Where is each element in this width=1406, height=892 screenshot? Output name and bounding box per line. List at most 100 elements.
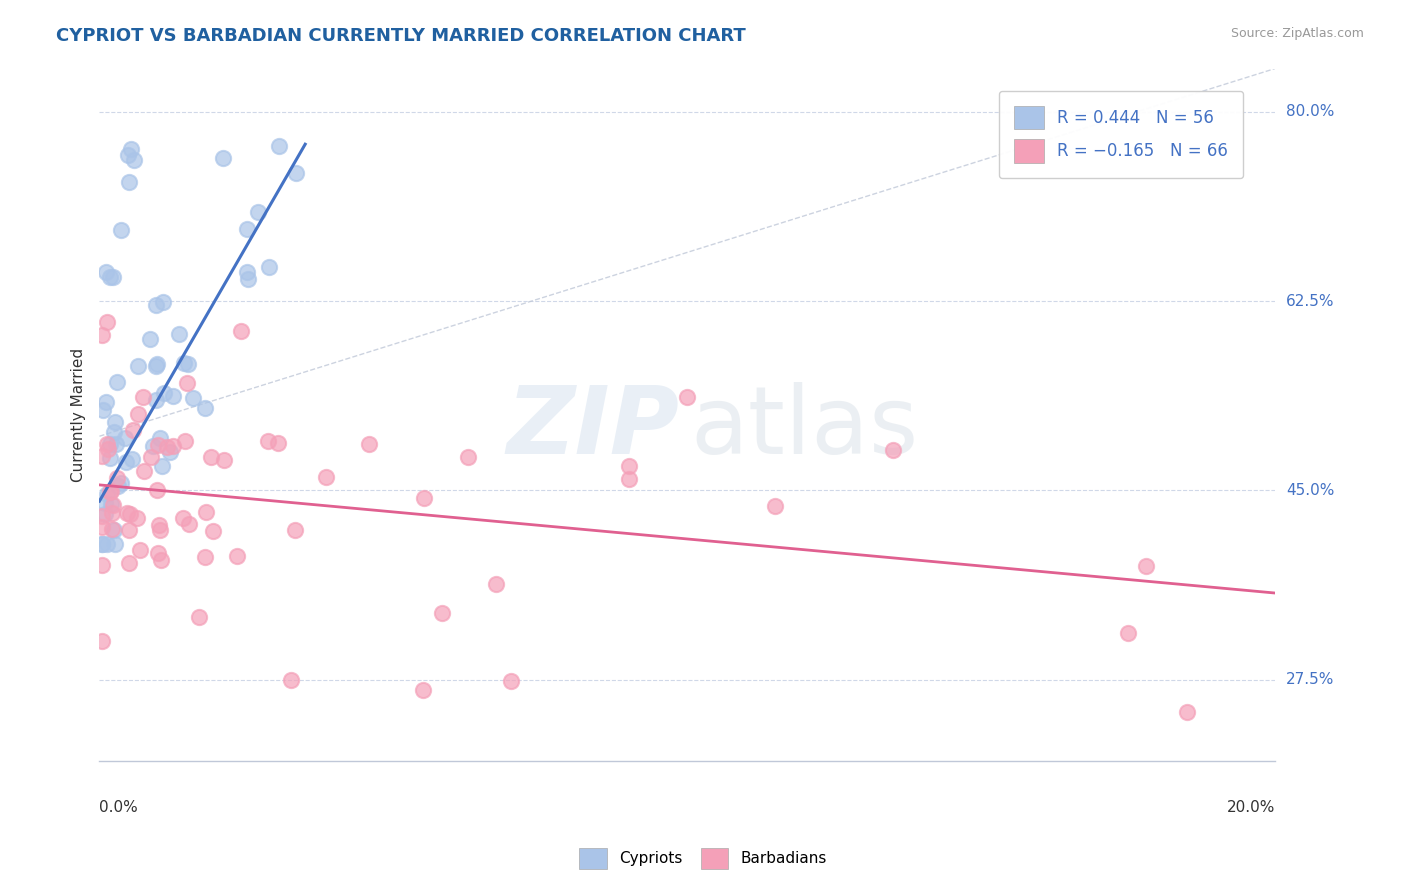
Point: [150, 553, 173, 567]
Point: [100, 436, 122, 450]
Point: [146, 546, 169, 560]
Text: 0.0%: 0.0%: [100, 799, 138, 814]
Point: [146, 357, 169, 371]
Point: [145, 359, 167, 374]
Point: [101, 522, 124, 536]
Point: [101, 498, 124, 512]
Point: [284, 166, 307, 180]
Point: [118, 556, 141, 570]
Point: [107, 479, 129, 493]
Point: [98, 270, 121, 285]
Point: [235, 222, 257, 236]
Point: [457, 450, 479, 464]
Point: [96, 486, 118, 500]
Point: [104, 415, 127, 429]
Point: [114, 430, 136, 444]
Point: [225, 549, 247, 563]
Point: [121, 451, 143, 466]
Point: [257, 260, 280, 275]
Point: [201, 524, 224, 538]
Text: Source: ZipAtlas.com: Source: ZipAtlas.com: [1230, 27, 1364, 40]
Point: [117, 523, 139, 537]
Text: 80.0%: 80.0%: [1286, 104, 1334, 120]
Point: [142, 439, 165, 453]
Point: [150, 458, 173, 473]
Point: [91, 519, 114, 533]
Point: [148, 518, 170, 533]
Point: [125, 511, 148, 525]
Point: [110, 223, 132, 237]
Point: [91, 558, 114, 572]
Point: [194, 549, 217, 564]
Point: [176, 357, 198, 371]
Point: [101, 506, 124, 520]
Point: [1135, 559, 1157, 574]
Point: [231, 324, 253, 338]
Point: [882, 442, 904, 457]
Point: [91, 328, 114, 343]
Point: [94, 394, 117, 409]
Point: [115, 455, 138, 469]
Point: [117, 147, 139, 161]
Point: [103, 425, 125, 440]
Point: [103, 523, 125, 537]
Point: [127, 407, 149, 421]
Point: [94, 508, 117, 522]
Point: [120, 142, 142, 156]
Point: [1175, 705, 1198, 719]
Point: [152, 295, 174, 310]
Point: [617, 473, 640, 487]
Point: [118, 175, 141, 189]
Point: [676, 390, 699, 404]
Point: [145, 298, 167, 312]
Point: [91, 449, 114, 463]
Point: [214, 452, 236, 467]
Point: [104, 537, 127, 551]
Point: [159, 445, 181, 459]
Point: [167, 327, 190, 342]
Point: [412, 683, 434, 698]
Point: [485, 576, 508, 591]
Point: [315, 470, 337, 484]
Point: [122, 423, 145, 437]
Point: [128, 543, 150, 558]
Point: [284, 524, 307, 538]
Point: [115, 506, 138, 520]
Point: [91, 509, 114, 524]
Point: [412, 491, 434, 505]
Text: ZIP: ZIP: [506, 383, 679, 475]
Point: [104, 437, 127, 451]
Point: [100, 497, 122, 511]
Point: [162, 439, 184, 453]
Point: [96, 437, 118, 451]
Text: 20.0%: 20.0%: [1227, 799, 1275, 814]
Point: [195, 504, 218, 518]
Point: [176, 376, 198, 391]
Point: [139, 450, 162, 465]
Point: [236, 265, 259, 279]
Point: [110, 475, 132, 490]
Point: [200, 450, 222, 465]
Point: [172, 511, 194, 525]
Point: [91, 537, 114, 551]
Point: [127, 359, 149, 373]
Point: [173, 356, 195, 370]
Point: [149, 523, 172, 537]
Point: [103, 270, 125, 285]
Point: [162, 388, 184, 402]
Point: [194, 401, 217, 416]
Legend: Cypriots, Barbadians: Cypriots, Barbadians: [574, 841, 832, 875]
Point: [246, 205, 269, 219]
Y-axis label: Currently Married: Currently Married: [72, 348, 86, 482]
Point: [118, 507, 141, 521]
Point: [430, 606, 453, 620]
Point: [212, 151, 235, 165]
Text: 45.0%: 45.0%: [1286, 483, 1334, 498]
Point: [91, 537, 114, 551]
Point: [153, 386, 176, 401]
Point: [181, 392, 204, 406]
Point: [145, 483, 167, 498]
Point: [122, 153, 145, 168]
Point: [132, 464, 155, 478]
Point: [357, 436, 380, 450]
